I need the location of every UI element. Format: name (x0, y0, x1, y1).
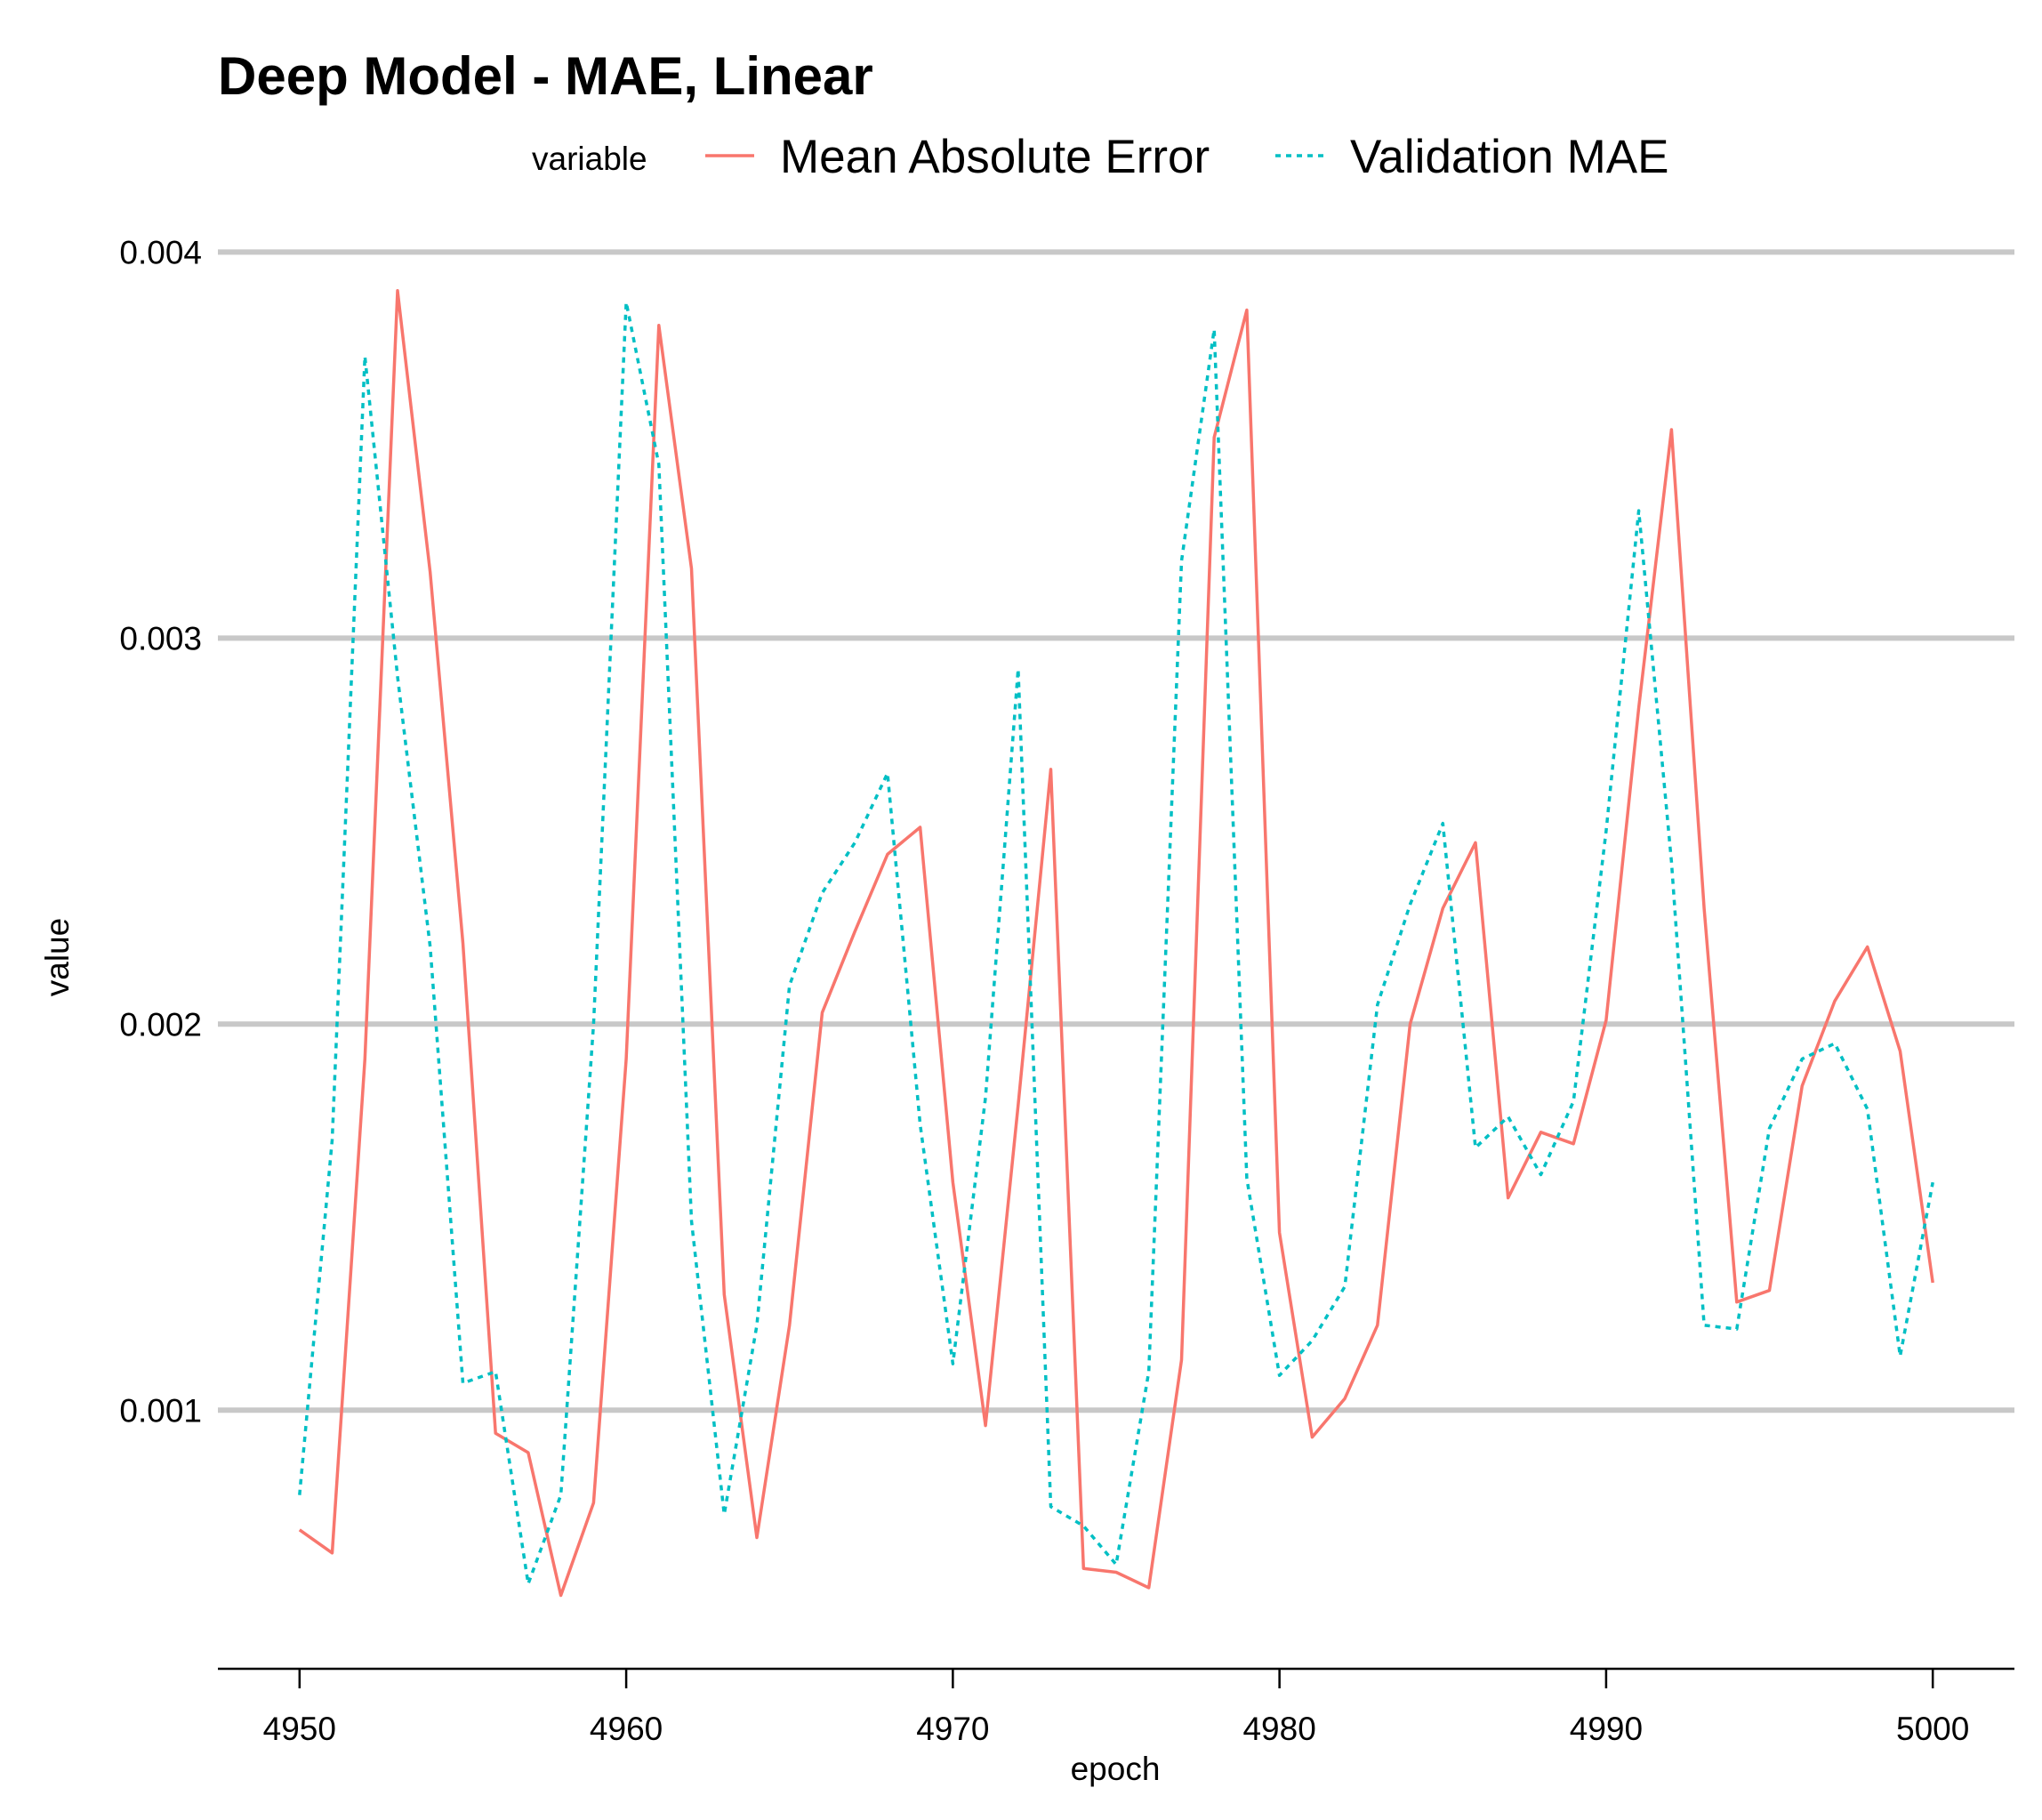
y-tick-label: 0.001 (119, 1392, 202, 1429)
x-tick-label: 5000 (1896, 1711, 1969, 1747)
gridlines (218, 249, 2014, 1413)
legend-title: variable (532, 141, 647, 177)
x-tick-label: 4960 (590, 1711, 663, 1747)
series-line-validation-mae (298, 301, 1934, 1586)
x-axis-ticks: 4950 4960 4970 4980 4990 5000 (263, 1669, 1969, 1747)
y-tick-label: 0.003 (119, 620, 202, 656)
series-layer (298, 289, 1934, 1598)
x-tick-label: 4980 (1242, 1711, 1315, 1747)
x-tick-label: 4970 (916, 1711, 989, 1747)
y-axis-title: value (39, 918, 76, 996)
legend-label-validation-mae: Validation MAE (1350, 131, 1668, 183)
x-tick-label: 4950 (263, 1711, 336, 1747)
series-line-mean-absolute-error (298, 289, 1934, 1598)
y-tick-label: 0.004 (119, 234, 202, 270)
legend-label-mean-absolute-error: Mean Absolute Error (780, 131, 1210, 183)
y-tick-label: 0.002 (119, 1006, 202, 1043)
y-axis-ticks: 0.001 0.002 0.003 0.004 (119, 234, 202, 1429)
x-axis-title: epoch (1071, 1751, 1161, 1787)
x-tick-label: 4990 (1570, 1711, 1643, 1747)
chart-title: Deep Model - MAE, Linear (218, 46, 873, 106)
legend: variable Mean Absolute Error Validation … (532, 131, 1668, 183)
